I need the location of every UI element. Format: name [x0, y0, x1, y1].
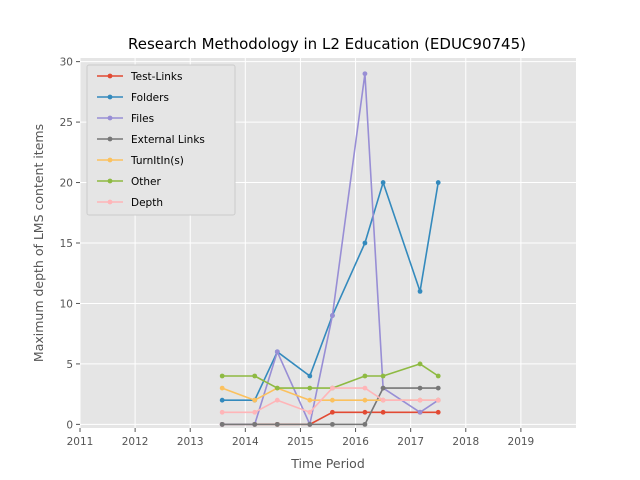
data-point: [307, 409, 313, 415]
legend-marker: [107, 157, 113, 163]
data-point: [362, 373, 368, 379]
data-point: [435, 180, 441, 185]
data-point: [362, 240, 368, 246]
y-tick-label: 30: [60, 57, 73, 69]
y-tick-label: 10: [60, 298, 73, 310]
data-point: [330, 397, 335, 403]
data-point: [417, 288, 423, 294]
data-point: [252, 409, 258, 415]
data-point: [362, 421, 368, 427]
x-tick-label: 2015: [287, 436, 314, 448]
data-point: [435, 409, 441, 415]
data-point: [417, 409, 423, 415]
y-tick-label: 25: [60, 117, 73, 129]
data-point: [219, 385, 225, 391]
data-point: [435, 385, 441, 391]
legend-label: Depth: [131, 197, 163, 209]
data-point: [362, 385, 368, 391]
data-point: [307, 397, 313, 403]
data-point: [252, 373, 258, 379]
x-tick-label: 2013: [177, 436, 204, 448]
data-point: [362, 71, 368, 77]
series-lines: [219, 71, 441, 427]
y-tick-label: 15: [60, 238, 73, 250]
data-point: [380, 180, 386, 185]
legend-label: Folders: [131, 92, 169, 104]
y-tick-label: 0: [66, 419, 73, 431]
data-point: [362, 409, 368, 415]
data-point: [274, 421, 280, 427]
x-tick-label: 2017: [397, 436, 424, 448]
data-point: [330, 385, 335, 391]
legend-marker: [107, 199, 113, 205]
legend-box: [86, 64, 236, 216]
legend-item: Test-Links: [97, 71, 182, 83]
data-point: [307, 373, 313, 379]
legend-item: External Links: [97, 134, 205, 146]
data-point: [380, 397, 386, 403]
y-axis-ticks: 0 5 10 15 20 25 30: [60, 57, 80, 431]
y-tick-label: 5: [66, 359, 73, 371]
data-point: [362, 397, 368, 403]
legend-label: Test-Links: [130, 71, 182, 83]
legend-item: TurnItIn(s): [97, 155, 184, 167]
data-point: [252, 397, 258, 403]
data-point: [380, 373, 386, 379]
legend-item: Files: [97, 113, 154, 125]
x-tick-label: 2011: [67, 436, 94, 448]
y-tick-label: 20: [60, 178, 73, 190]
legend-label: Files: [131, 113, 154, 125]
legend-marker: [107, 115, 113, 121]
data-point: [380, 385, 386, 391]
legend-label: External Links: [131, 134, 205, 146]
legend: Test-Links Folders Files External Links Turn…: [86, 64, 236, 216]
legend-item: Folders: [97, 92, 169, 104]
legend-item: Other: [97, 176, 161, 188]
legend-marker: [107, 178, 113, 184]
data-point: [219, 409, 225, 415]
data-point: [330, 421, 335, 427]
data-point: [435, 373, 441, 379]
data-point: [417, 361, 423, 367]
data-point: [274, 349, 280, 355]
data-point: [435, 397, 441, 403]
legend-label: TurnItIn(s): [130, 155, 184, 167]
x-tick-label: 2018: [452, 436, 479, 448]
legend-marker: [107, 73, 113, 79]
data-point: [219, 421, 225, 427]
data-point: [380, 409, 386, 415]
x-tick-label: 2016: [342, 436, 369, 448]
legend-marker: [107, 136, 113, 142]
x-tick-label: 2012: [122, 436, 149, 448]
x-axis-ticks: 2011 2012 2013 2014 2015 2016 2017 2018 2019: [67, 428, 535, 448]
data-point: [219, 397, 225, 403]
legend-label: Other: [131, 176, 161, 188]
x-tick-label: 2014: [232, 436, 259, 448]
data-point: [417, 397, 423, 403]
data-point: [219, 373, 225, 379]
data-point: [307, 421, 313, 427]
series-external-links: [219, 385, 441, 427]
chart-title: Research Methodology in L2 Education (ED…: [128, 35, 526, 53]
x-tick-label: 2019: [508, 436, 535, 448]
y-axis-label: Maximum depth of LMS content items: [31, 124, 46, 362]
data-point: [252, 421, 258, 427]
legend-marker: [107, 94, 113, 100]
data-point: [330, 313, 335, 318]
data-point: [417, 385, 423, 391]
data-point: [330, 409, 335, 415]
legend-item: Depth: [97, 197, 163, 209]
series-depth: [219, 385, 441, 415]
data-point: [274, 397, 280, 403]
x-axis-label: Time Period: [290, 456, 365, 471]
data-point: [307, 385, 313, 391]
data-point: [274, 385, 280, 391]
